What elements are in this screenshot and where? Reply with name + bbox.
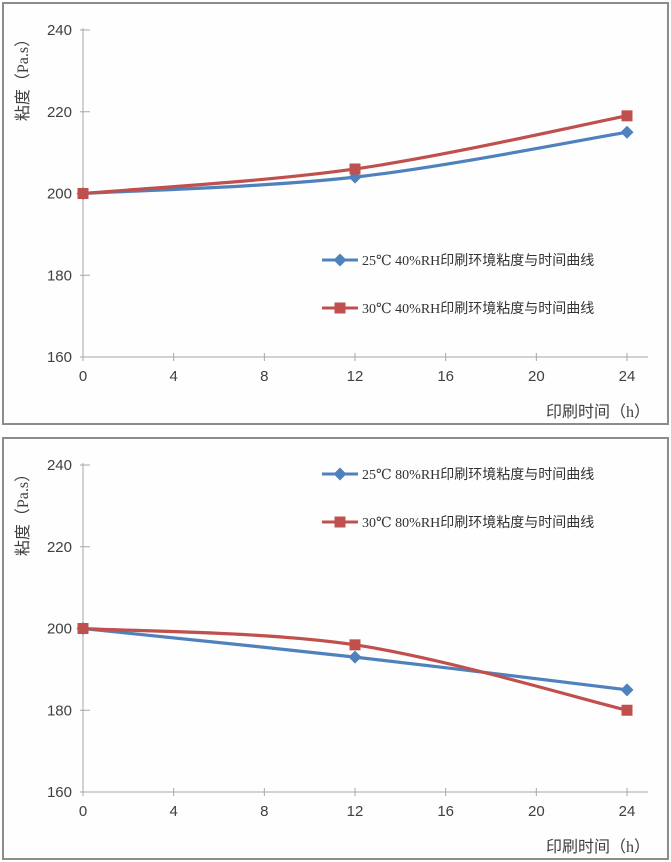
x-tick-label: 4 bbox=[169, 368, 177, 385]
chart-panel-40rh: 160 180 200 220 240 0 4 8 12 16 20 24 印刷时间（h） 粘度（Pa.s… bbox=[2, 2, 669, 425]
y-tick-label: 220 bbox=[47, 104, 72, 121]
data-point-marker-diamond bbox=[333, 253, 347, 267]
data-point-marker-square bbox=[621, 704, 633, 716]
legend-item: 25℃ 40%RH印刷环境粘度与时间曲线 bbox=[322, 253, 594, 269]
x-tick-label: 8 bbox=[260, 803, 268, 820]
x-tick-label: 12 bbox=[347, 368, 364, 385]
legend-label: 25℃ 80%RH印刷环境粘度与时间曲线 bbox=[362, 467, 594, 483]
y-tick-label: 180 bbox=[47, 267, 72, 284]
y-tick-label: 240 bbox=[47, 457, 72, 474]
x-tick-label: 0 bbox=[79, 368, 87, 385]
line-chart-40rh: 160 180 200 220 240 0 4 8 12 16 20 24 印刷时间（h） 粘度（Pa.s… bbox=[14, 22, 650, 419]
y-tick-label: 200 bbox=[47, 186, 72, 203]
chart-panel-80rh: 160 180 200 220 240 0 4 8 12 16 20 24 印刷时间（h） 粘度（Pa.s… bbox=[2, 437, 669, 860]
data-point-marker-square bbox=[334, 516, 346, 528]
x-tick-label: 4 bbox=[169, 803, 177, 820]
y-tick-label: 180 bbox=[47, 702, 72, 719]
x-tick-label: 12 bbox=[347, 803, 364, 820]
data-point-marker-diamond bbox=[333, 467, 347, 481]
legend-label: 25℃ 40%RH印刷环境粘度与时间曲线 bbox=[362, 253, 594, 269]
data-point-marker-diamond bbox=[620, 125, 634, 139]
y-tick-label: 240 bbox=[47, 22, 72, 39]
data-point-marker-square bbox=[349, 639, 361, 651]
legend-label: 30℃ 40%RH印刷环境粘度与时间曲线 bbox=[362, 301, 594, 317]
x-tick-label: 24 bbox=[619, 803, 636, 820]
data-point-marker-square bbox=[349, 163, 361, 175]
x-tick-label: 24 bbox=[619, 368, 636, 385]
x-axis-title: 印刷时间（h） bbox=[546, 403, 650, 419]
legend-item: 30℃ 80%RH印刷环境粘度与时间曲线 bbox=[322, 515, 594, 531]
y-tick-label: 160 bbox=[47, 349, 72, 366]
x-tick-label: 20 bbox=[528, 803, 545, 820]
x-tick-label: 20 bbox=[528, 368, 545, 385]
series-line bbox=[81, 130, 629, 196]
data-point-marker-square bbox=[334, 302, 346, 314]
x-tick-label: 16 bbox=[437, 368, 454, 385]
legend-item: 30℃ 40%RH印刷环境粘度与时间曲线 bbox=[322, 301, 594, 317]
data-point-marker-diamond bbox=[348, 650, 362, 664]
legend-label: 30℃ 80%RH印刷环境粘度与时间曲线 bbox=[362, 515, 594, 531]
x-tick-label: 16 bbox=[437, 803, 454, 820]
y-tick-label: 160 bbox=[47, 784, 72, 801]
legend-item: 25℃ 80%RH印刷环境粘度与时间曲线 bbox=[322, 467, 594, 483]
data-point-marker-square bbox=[77, 623, 89, 634]
x-tick-label: 8 bbox=[260, 368, 268, 385]
y-axis-title: 粘度（Pa.s） bbox=[14, 466, 32, 556]
y-tick-label: 200 bbox=[47, 621, 72, 638]
data-point-marker-square bbox=[621, 110, 633, 122]
line-chart-80rh: 160 180 200 220 240 0 4 8 12 16 20 24 印刷时间（h） 粘度（Pa.s… bbox=[14, 457, 650, 854]
data-point-marker-diamond bbox=[620, 683, 634, 697]
y-tick-label: 220 bbox=[47, 539, 72, 556]
y-axis-title: 粘度（Pa.s） bbox=[14, 31, 32, 121]
data-point-marker-square bbox=[77, 188, 89, 199]
x-tick-label: 0 bbox=[79, 803, 87, 820]
x-axis-title: 印刷时间（h） bbox=[546, 838, 650, 854]
